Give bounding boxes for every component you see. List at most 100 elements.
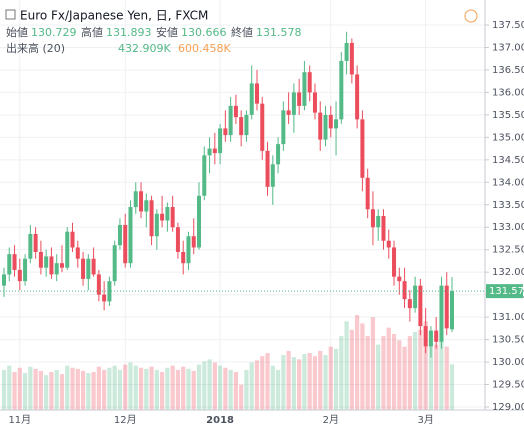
volume-bar bbox=[107, 367, 112, 410]
volume-bar bbox=[202, 361, 207, 410]
candle-body bbox=[12, 254, 17, 270]
candle-body bbox=[228, 105, 233, 136]
y-tick-label: 133.500 bbox=[492, 200, 524, 211]
volume-bar bbox=[91, 372, 96, 410]
y-tick-label: 134.000 bbox=[492, 177, 524, 188]
candle-body bbox=[318, 112, 323, 140]
volume-bar bbox=[102, 369, 107, 410]
candle-body bbox=[323, 114, 328, 140]
candle-body bbox=[349, 42, 354, 75]
candle-body bbox=[434, 330, 439, 342]
volume-bar bbox=[38, 370, 44, 410]
candle-body bbox=[265, 150, 270, 187]
candle-body bbox=[444, 285, 449, 329]
volume-bar bbox=[307, 353, 312, 410]
candle-body bbox=[418, 285, 423, 327]
candle-body bbox=[28, 233, 33, 259]
candle-body bbox=[376, 216, 381, 228]
volume-bar bbox=[291, 357, 296, 410]
volume-bar bbox=[144, 368, 149, 410]
volume-bar bbox=[397, 340, 402, 410]
candle-body bbox=[233, 105, 238, 118]
y-tick-label: 132.000 bbox=[492, 267, 524, 278]
volume-ma: 600.458K bbox=[178, 42, 231, 55]
candle-body bbox=[154, 213, 159, 237]
candle-body bbox=[365, 177, 370, 210]
volume-bar bbox=[28, 366, 33, 410]
candle-body bbox=[170, 207, 175, 228]
y-tick-label: 129.500 bbox=[492, 380, 524, 391]
volume-bar bbox=[402, 346, 407, 410]
volume-last: 432.909K bbox=[118, 42, 171, 55]
volume-bar bbox=[1, 369, 7, 410]
ohlc-value: 130.729 bbox=[31, 26, 77, 39]
volume-bar bbox=[270, 365, 275, 410]
candle-body bbox=[38, 251, 43, 268]
candle-body bbox=[59, 263, 64, 268]
volume-bar bbox=[370, 317, 376, 410]
y-tick-label: 136.000 bbox=[492, 87, 524, 98]
volume-bar bbox=[286, 350, 291, 410]
candle-body bbox=[49, 256, 54, 275]
volume-bar bbox=[59, 374, 65, 410]
last-price-label: 131.578 bbox=[489, 286, 524, 297]
volume-bar bbox=[381, 336, 386, 410]
candle-body bbox=[81, 258, 86, 279]
volume-bar bbox=[49, 372, 54, 410]
collapse-icon[interactable] bbox=[5, 9, 16, 20]
volume-bar bbox=[186, 368, 191, 410]
volume-bar bbox=[170, 365, 175, 410]
volume-bar bbox=[254, 360, 260, 410]
candle-body bbox=[117, 224, 122, 246]
candle-body bbox=[197, 195, 202, 248]
candle-body bbox=[160, 213, 165, 221]
volume-bar bbox=[444, 346, 449, 410]
volume-bar bbox=[223, 367, 228, 410]
y-tick-label: 133.000 bbox=[492, 222, 524, 233]
candle-body bbox=[175, 227, 180, 252]
candle-body bbox=[202, 155, 207, 196]
candle-body bbox=[191, 236, 196, 248]
grid bbox=[0, 0, 485, 410]
y-tick-label: 130.000 bbox=[492, 357, 524, 368]
volume-bar bbox=[302, 354, 307, 410]
volume-bar bbox=[33, 368, 38, 410]
candle-body bbox=[291, 92, 296, 115]
volume-bar bbox=[207, 359, 212, 410]
candle-body bbox=[123, 224, 128, 264]
y-tick-label: 137.500 bbox=[492, 20, 524, 31]
volume-bar bbox=[228, 369, 233, 410]
volume-bar bbox=[339, 336, 344, 410]
volume-bar bbox=[123, 364, 128, 410]
candle-body bbox=[449, 291, 455, 330]
volume-bar bbox=[386, 327, 391, 410]
candle-body bbox=[244, 114, 249, 136]
volume-bar bbox=[65, 365, 70, 410]
y-tick-label: 131.000 bbox=[492, 312, 524, 323]
plot bbox=[0, 31, 485, 410]
volume-bar bbox=[428, 338, 434, 410]
y-tick-label: 129.000 bbox=[492, 402, 524, 413]
candle-body bbox=[17, 269, 22, 282]
volume-bar bbox=[133, 365, 138, 410]
candle-body bbox=[360, 119, 365, 178]
candle-body bbox=[407, 299, 412, 309]
y-tick-label: 136.500 bbox=[492, 65, 524, 76]
candle-body bbox=[423, 326, 428, 347]
candle-body bbox=[128, 207, 133, 264]
candle-body bbox=[381, 216, 386, 241]
candle-body bbox=[392, 247, 397, 277]
candle-body bbox=[207, 148, 212, 156]
volume-bar bbox=[249, 362, 254, 410]
volume-bar bbox=[149, 366, 154, 410]
alert-icon[interactable] bbox=[464, 9, 478, 23]
volume-bar bbox=[112, 365, 117, 410]
candle-body bbox=[144, 200, 149, 212]
y-tick-label: 135.000 bbox=[492, 132, 524, 143]
candle-body bbox=[112, 245, 117, 282]
volume-bar bbox=[217, 365, 223, 410]
candle-body bbox=[23, 258, 28, 282]
ohlc-label: 終値 bbox=[231, 25, 253, 39]
ohlc-label: 始値 bbox=[6, 25, 28, 39]
candle-body bbox=[96, 274, 101, 295]
